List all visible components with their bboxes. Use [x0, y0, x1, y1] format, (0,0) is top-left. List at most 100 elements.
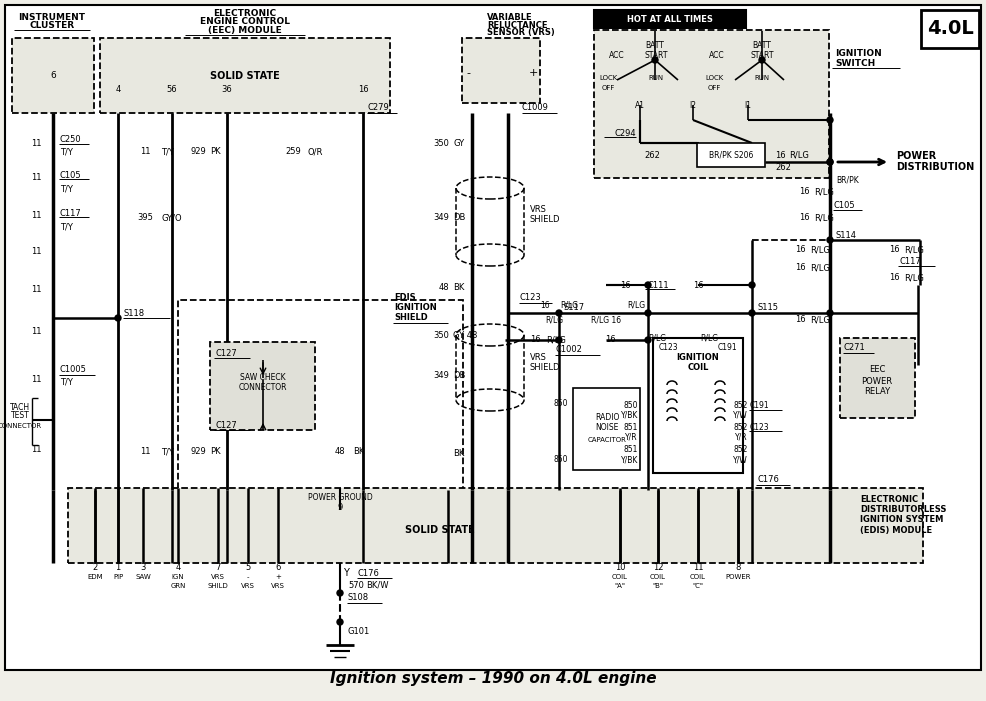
Text: 850: 850 [553, 456, 568, 465]
Text: S108: S108 [348, 594, 369, 602]
Text: Y/W: Y/W [734, 456, 748, 465]
Text: 350: 350 [433, 139, 449, 147]
Text: 36: 36 [222, 85, 233, 93]
Text: 11: 11 [31, 376, 41, 385]
Text: R/LG: R/LG [810, 315, 830, 325]
Text: 570: 570 [348, 580, 364, 590]
Text: C127: C127 [215, 348, 237, 358]
Text: T/Y: T/Y [60, 147, 73, 156]
Text: 11: 11 [31, 210, 41, 219]
Text: 16: 16 [540, 301, 550, 310]
Text: 929: 929 [190, 147, 206, 156]
Text: S114: S114 [836, 231, 857, 240]
Text: C127: C127 [215, 421, 237, 430]
Text: RADIO: RADIO [595, 414, 619, 423]
Text: I2: I2 [689, 100, 696, 109]
Text: RUN: RUN [754, 75, 769, 81]
Text: 350: 350 [433, 330, 449, 339]
Text: 11: 11 [31, 285, 41, 294]
Text: Y/R: Y/R [625, 433, 638, 442]
Text: 262: 262 [644, 151, 660, 160]
Text: C105: C105 [60, 170, 82, 179]
Text: HOT AT ALL TIMES: HOT AT ALL TIMES [627, 15, 713, 24]
Text: BR/PK S206: BR/PK S206 [709, 151, 753, 160]
Text: INSTRUMENT: INSTRUMENT [19, 13, 86, 22]
Text: 48: 48 [334, 447, 345, 456]
Text: +: + [528, 68, 537, 78]
Text: C271: C271 [844, 343, 866, 353]
Text: C117: C117 [900, 257, 922, 266]
Text: EDIS: EDIS [394, 294, 416, 303]
Bar [921, 10, 979, 48]
Text: IGNITION: IGNITION [394, 304, 437, 313]
Text: 4: 4 [115, 85, 120, 93]
Text: VRS: VRS [211, 574, 225, 580]
Text: 11: 11 [31, 174, 41, 182]
Bar [178, 300, 463, 495]
Text: SHIELD: SHIELD [530, 364, 560, 372]
Circle shape [337, 619, 343, 625]
Text: R/LG: R/LG [814, 187, 834, 196]
Text: +: + [275, 574, 281, 580]
Text: 850: 850 [553, 398, 568, 407]
Text: RELUCTANCE: RELUCTANCE [487, 20, 547, 29]
Text: 5: 5 [246, 564, 250, 573]
Text: 16: 16 [530, 336, 541, 344]
Text: (EEC) MODULE: (EEC) MODULE [208, 25, 282, 34]
Text: T/Y: T/Y [161, 147, 174, 156]
Text: SHIELD: SHIELD [394, 313, 428, 322]
Text: START: START [644, 51, 668, 60]
Text: GY: GY [453, 139, 464, 147]
Text: BK/W: BK/W [366, 580, 388, 590]
Text: BATT: BATT [752, 41, 771, 50]
Bar [68, 488, 923, 563]
Text: R/LG 16: R/LG 16 [591, 315, 621, 325]
Text: COIL: COIL [690, 574, 706, 580]
Text: RELAY: RELAY [864, 388, 890, 397]
Text: EEC: EEC [869, 365, 885, 374]
Text: BR/PK: BR/PK [836, 175, 859, 184]
Bar [594, 30, 829, 178]
Text: Y/BK: Y/BK [620, 411, 638, 419]
Circle shape [827, 159, 833, 165]
Text: "C": "C" [692, 583, 703, 589]
Text: START: START [750, 51, 774, 60]
Bar [462, 38, 540, 103]
Text: 16: 16 [619, 280, 630, 290]
Text: 16: 16 [796, 245, 806, 254]
Circle shape [645, 310, 651, 316]
Text: PIP: PIP [112, 574, 123, 580]
Text: SWITCH: SWITCH [835, 58, 876, 67]
Text: T/Y: T/Y [60, 184, 73, 193]
Text: 56: 56 [167, 85, 177, 93]
Text: R/LG: R/LG [904, 245, 924, 254]
Circle shape [556, 337, 562, 343]
Text: 11: 11 [31, 446, 41, 454]
Text: COIL: COIL [650, 574, 666, 580]
Text: SENSOR (VRS): SENSOR (VRS) [487, 29, 555, 37]
Text: OFF: OFF [707, 85, 721, 91]
Text: C117: C117 [60, 208, 82, 217]
Text: ENGINE CONTROL: ENGINE CONTROL [200, 18, 290, 27]
Circle shape [645, 282, 651, 288]
Text: C279: C279 [367, 104, 388, 112]
Bar [697, 143, 765, 167]
Text: 16: 16 [358, 85, 369, 93]
Text: TEST: TEST [11, 411, 30, 421]
Bar [653, 338, 743, 473]
Text: POWER: POWER [862, 376, 892, 386]
Text: R/LG: R/LG [789, 151, 809, 160]
Text: Ignition system – 1990 on 4.0L engine: Ignition system – 1990 on 4.0L engine [329, 670, 657, 686]
Text: R/LG: R/LG [648, 334, 667, 343]
Bar [594, 10, 746, 28]
Bar [210, 342, 315, 430]
Text: VRS: VRS [271, 583, 285, 589]
Circle shape [749, 282, 755, 288]
Text: 6: 6 [275, 564, 281, 573]
Text: 16: 16 [800, 187, 810, 196]
Text: 11: 11 [140, 447, 150, 456]
Text: COIL: COIL [687, 364, 709, 372]
Text: PK: PK [210, 447, 221, 456]
Circle shape [652, 57, 658, 63]
Circle shape [645, 337, 651, 343]
